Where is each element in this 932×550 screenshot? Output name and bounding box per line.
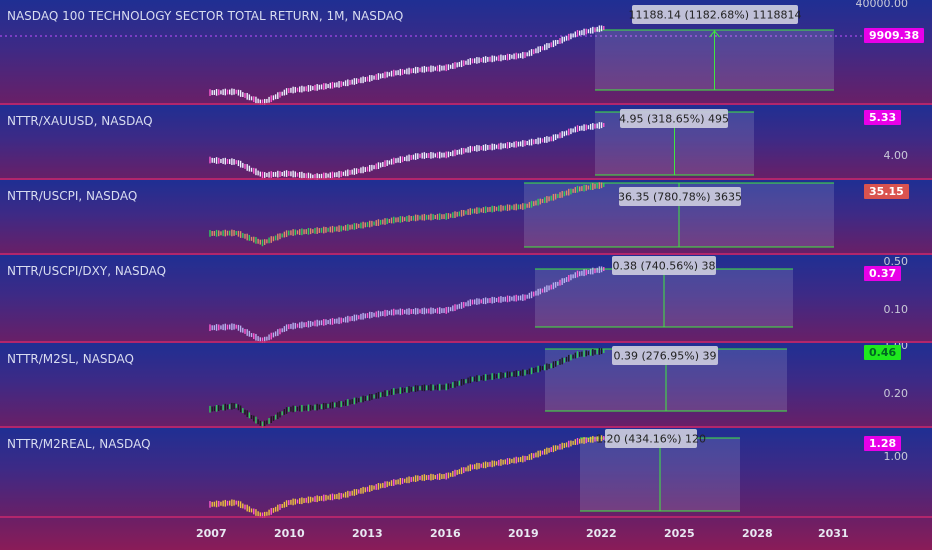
- price-tick-label: 0.10: [883, 303, 909, 316]
- series-plot[interactable]: 4.95 (318.65%) 495: [0, 105, 862, 180]
- measure-label: 0.38 (740.56%) 38: [612, 260, 715, 273]
- pane-divider[interactable]: [0, 426, 932, 428]
- measure-label-bg: [605, 429, 697, 448]
- year-label: 2016: [430, 527, 461, 540]
- pane-title: NTTR/XAUUSD, NASDAQ: [7, 114, 153, 128]
- pane-background: [0, 180, 932, 255]
- price-scale[interactable]: 0.50 0.10: [862, 255, 932, 343]
- price-scale[interactable]: 4.00: [862, 105, 932, 180]
- measure-label: 11188.14 (1182.68%) 1118814: [629, 9, 802, 22]
- pane-background: [0, 255, 932, 343]
- series-plot[interactable]: 0.39 (276.95%) 39: [0, 343, 862, 428]
- pane-title: NASDAQ 100 TECHNOLOGY SECTOR TOTAL RETUR…: [7, 9, 404, 23]
- series-plot[interactable]: 11188.14 (1182.68%) 1118814: [0, 0, 862, 105]
- price-tick-label: 40000.00: [855, 0, 909, 10]
- pane-title: NTTR/USCPI/DXY, NASDAQ: [7, 264, 167, 278]
- chart-pane-1[interactable]: 11188.14 (1182.68%) 1118814 NASDAQ 100 TE…: [0, 0, 932, 105]
- measure-label-bg: [620, 109, 728, 128]
- pane-divider[interactable]: [0, 103, 932, 105]
- chart-pane-4[interactable]: 0.38 (740.56%) 38 NTTR/USCPI/DXY, NASDAQ 0…: [0, 255, 932, 343]
- pane-divider[interactable]: [0, 516, 932, 518]
- year-label: 2019: [508, 527, 539, 540]
- measure-label: 36.35 (780.78%) 3635: [618, 191, 742, 204]
- pane-background: [0, 105, 932, 180]
- last-price-badge: 35.15: [864, 184, 909, 199]
- time-axis[interactable]: 2007 2010 2013 2016 2019 2022 2025 2028 2031: [0, 518, 932, 550]
- price-tick-label: 0.20: [883, 387, 909, 400]
- pane-background: [0, 343, 932, 428]
- price-tick-label: 1.00: [883, 450, 909, 463]
- series-plot[interactable]: 0.38 (740.56%) 38: [0, 255, 862, 343]
- measure-label-bg: [619, 187, 741, 206]
- pane-title: NTTR/M2REAL, NASDAQ: [7, 437, 151, 451]
- chart-pane-3[interactable]: 36.35 (780.78%) 3635 NTTR/USCPI, NASDAQ 35…: [0, 180, 932, 255]
- last-price-badge: 5.33: [864, 110, 902, 125]
- pane-divider[interactable]: [0, 253, 932, 255]
- measure-label: 0.39 (276.95%) 39: [613, 350, 716, 363]
- last-price-badge: 9909.38: [864, 28, 925, 43]
- pane-background: [0, 428, 932, 518]
- chart-pane-6[interactable]: 1.20 (434.16%) 120 NTTR/M2REAL, NASDAQ 1.0…: [0, 428, 932, 518]
- measure-label: 4.95 (318.65%) 495: [619, 113, 729, 126]
- pane-title: NTTR/M2SL, NASDAQ: [7, 352, 135, 366]
- price-tick-label: 0.50: [883, 255, 909, 268]
- measure-label-bg: [612, 346, 718, 365]
- pane-title: NTTR/USCPI, NASDAQ: [7, 189, 138, 203]
- measure-arrow-head: [709, 30, 720, 38]
- price-scale[interactable]: 1.00: [862, 428, 932, 518]
- year-label: 2010: [274, 527, 305, 540]
- pane-divider[interactable]: [0, 341, 932, 343]
- last-price-badge: 1.28: [864, 436, 902, 451]
- chart-pane-2[interactable]: 4.95 (318.65%) 495 NTTR/XAUUSD, NASDAQ 4.0…: [0, 105, 932, 180]
- price-tick-label: 4.00: [883, 149, 909, 162]
- series-plot[interactable]: 1.20 (434.16%) 120: [0, 428, 862, 518]
- measure-label-bg: [632, 5, 798, 24]
- pane-divider[interactable]: [0, 178, 932, 180]
- year-label: 2022: [586, 527, 617, 540]
- price-scale[interactable]: 40000.00: [856, 0, 932, 105]
- year-label: 2031: [818, 527, 849, 540]
- measure-label-bg: [612, 256, 716, 275]
- last-price-badge: 0.46: [864, 345, 902, 360]
- year-label: 2025: [664, 527, 695, 540]
- year-label: 2013: [352, 527, 383, 540]
- year-label: 2007: [196, 527, 227, 540]
- last-price-badge: 0.37: [864, 266, 902, 281]
- measure-label: 1.20 (434.16%) 120: [596, 433, 706, 446]
- year-label: 2028: [742, 527, 773, 540]
- series-plot[interactable]: 36.35 (780.78%) 3635: [0, 180, 862, 255]
